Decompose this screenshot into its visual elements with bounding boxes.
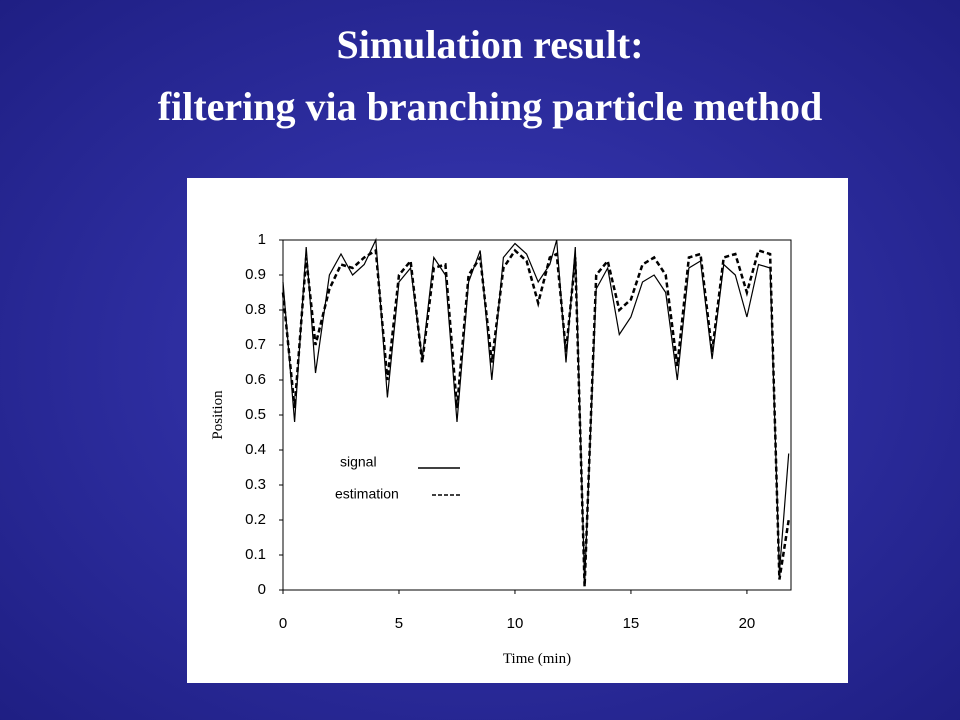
y-tick-label: 0.4 [245, 441, 266, 458]
slide-subtitle: filtering via branching particle method [158, 84, 822, 129]
y-tick-label: 0.2 [245, 511, 266, 528]
y-tick-label: 0.1 [245, 546, 266, 563]
y-tick-label: 0.3 [245, 476, 266, 493]
legend-label: signal [340, 454, 377, 470]
y-tick-label: 0 [258, 581, 266, 598]
y-tick-label: 0.8 [245, 301, 266, 318]
y-tick-label: 0.5 [245, 406, 266, 423]
x-tick-label: 10 [507, 615, 524, 632]
x-tick-label: 20 [739, 615, 756, 632]
x-axis-label: Time (min) [503, 651, 571, 667]
y-tick-label: 0.6 [245, 371, 266, 388]
y-tick-label: 0.7 [245, 336, 266, 353]
x-tick-label: 5 [395, 615, 403, 632]
y-axis-label: Position [210, 390, 226, 440]
slide-title: Simulation result: [336, 22, 643, 67]
y-tick-label: 0.9 [245, 266, 266, 283]
x-tick-label: 0 [279, 615, 287, 632]
y-tick-label: 1 [258, 231, 266, 248]
legend-label: estimation [335, 486, 399, 502]
x-tick-label: 15 [623, 615, 640, 632]
series-line [281, 248, 790, 587]
series-line [282, 237, 790, 584]
